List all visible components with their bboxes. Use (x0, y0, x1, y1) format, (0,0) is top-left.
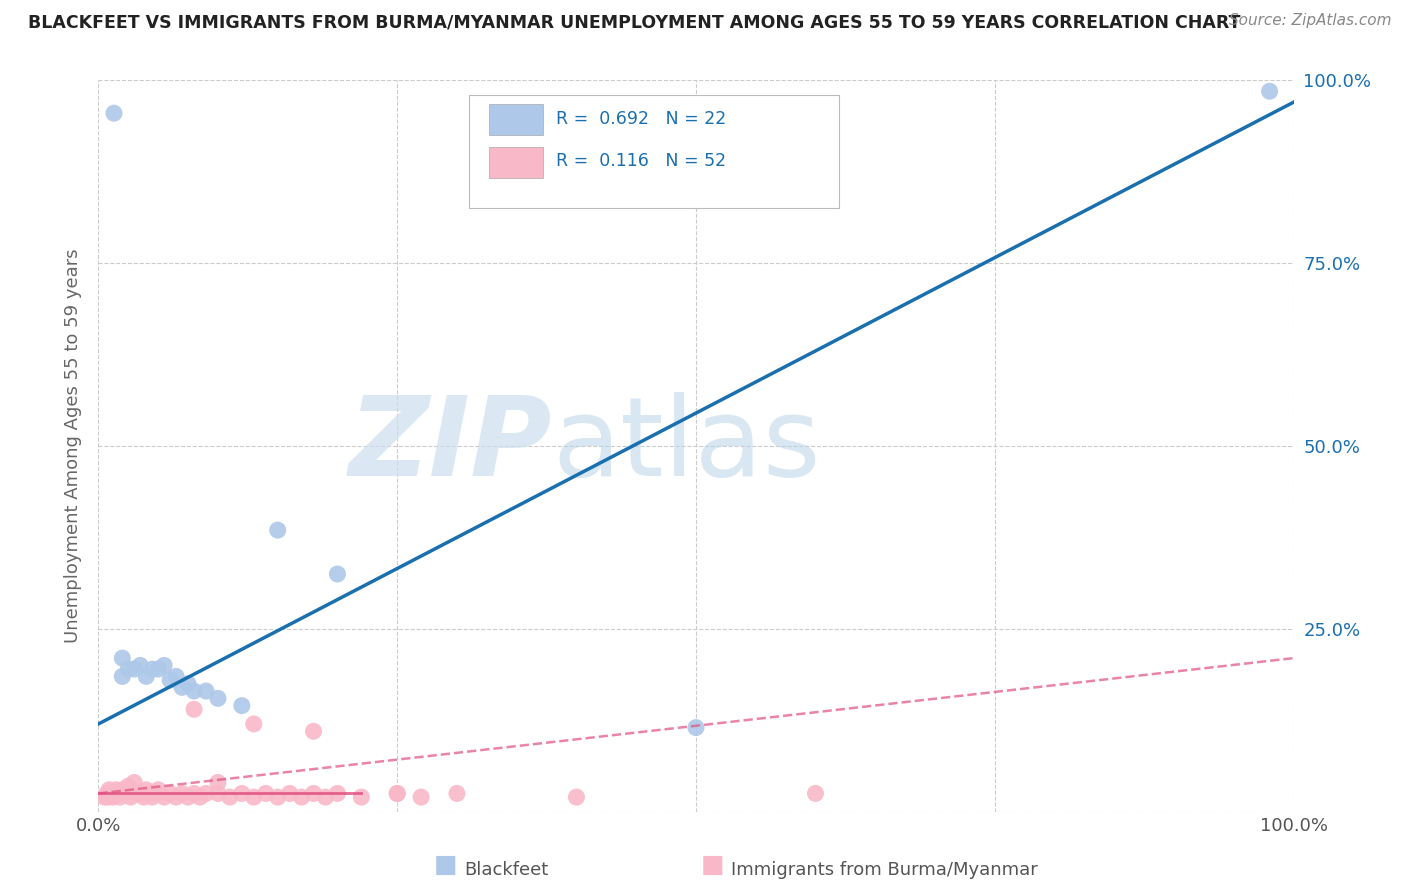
Point (411, 790, 433, 805)
Point (446, 787, 468, 801)
Point (96, 787, 118, 801)
Point (1258, 84, 1281, 98)
Point (135, 669, 157, 683)
Point (231, 787, 253, 801)
FancyBboxPatch shape (489, 147, 543, 178)
Point (183, 702, 205, 716)
Point (98, 787, 122, 801)
Point (350, 790, 373, 805)
Point (243, 717, 266, 731)
Point (177, 790, 200, 805)
Point (124, 662, 146, 676)
Point (278, 787, 301, 801)
Point (267, 523, 290, 537)
Point (165, 790, 187, 805)
Point (385, 787, 409, 801)
Point (194, 787, 218, 801)
Point (207, 787, 229, 801)
Point (111, 669, 134, 683)
Point (183, 787, 205, 801)
Point (117, 779, 139, 793)
Point (172, 787, 194, 801)
Point (132, 790, 155, 805)
Point (153, 658, 176, 673)
Point (385, 787, 409, 801)
Point (315, 790, 337, 805)
Point (194, 684, 218, 698)
Point (183, 684, 205, 698)
Point (267, 790, 290, 805)
Point (159, 673, 181, 687)
Point (107, 787, 129, 801)
Point (326, 787, 349, 801)
Point (141, 790, 163, 805)
Point (685, 721, 707, 735)
Text: ■: ■ (700, 854, 724, 877)
Point (111, 651, 134, 665)
Point (141, 662, 163, 676)
Point (565, 790, 588, 805)
Point (138, 787, 160, 801)
Point (153, 790, 176, 805)
Text: ■: ■ (433, 854, 457, 877)
Point (804, 787, 827, 801)
Point (165, 669, 187, 683)
Point (148, 782, 170, 797)
Point (117, 662, 139, 676)
Point (159, 787, 181, 801)
Point (254, 787, 277, 801)
Text: R =  0.116   N = 52: R = 0.116 N = 52 (557, 153, 727, 170)
Point (326, 567, 349, 582)
Point (302, 724, 325, 739)
FancyBboxPatch shape (489, 104, 543, 136)
Point (207, 691, 229, 706)
Point (172, 681, 194, 695)
Point (125, 787, 148, 801)
Point (97, 790, 120, 805)
Point (207, 775, 229, 789)
Point (120, 790, 142, 805)
Text: Blackfeet: Blackfeet (464, 861, 548, 879)
Point (219, 790, 242, 805)
Text: Source: ZipAtlas.com: Source: ZipAtlas.com (1229, 13, 1392, 29)
Text: atlas: atlas (553, 392, 821, 500)
Point (103, 106, 125, 120)
Text: BLACKFEET VS IMMIGRANTS FROM BURMA/MYANMAR UNEMPLOYMENT AMONG AGES 55 TO 59 YEAR: BLACKFEET VS IMMIGRANTS FROM BURMA/MYANM… (28, 13, 1240, 31)
Point (243, 790, 266, 805)
Point (129, 787, 152, 801)
Point (105, 782, 128, 797)
Point (129, 658, 152, 673)
Point (114, 787, 136, 801)
Text: ZIP: ZIP (349, 392, 553, 500)
FancyBboxPatch shape (470, 95, 839, 209)
Point (101, 790, 124, 805)
Point (302, 787, 325, 801)
Point (148, 662, 170, 676)
Text: R =  0.692   N = 22: R = 0.692 N = 22 (557, 110, 727, 128)
Point (93, 790, 115, 805)
Text: Immigrants from Burma/Myanmar: Immigrants from Burma/Myanmar (731, 861, 1038, 879)
Point (188, 790, 211, 805)
Point (231, 698, 253, 713)
Point (124, 775, 146, 789)
Point (135, 782, 157, 797)
Point (145, 787, 167, 801)
Point (111, 782, 134, 797)
Y-axis label: Unemployment Among Ages 55 to 59 years: Unemployment Among Ages 55 to 59 years (65, 249, 83, 643)
Point (98, 782, 121, 797)
Point (177, 676, 200, 690)
Point (108, 790, 131, 805)
Point (291, 790, 314, 805)
